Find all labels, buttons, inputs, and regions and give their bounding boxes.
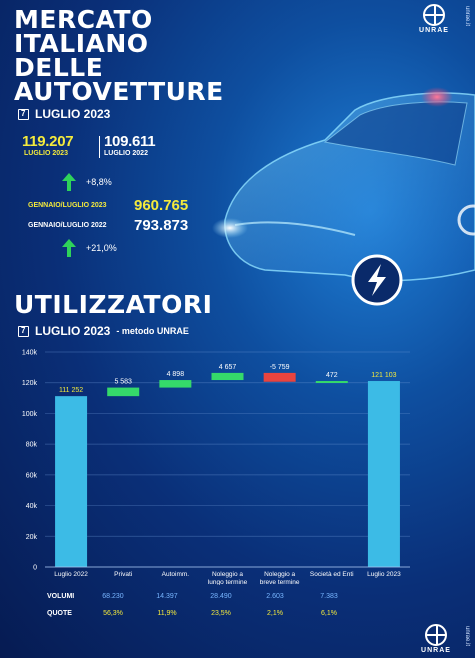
y-tick-label: 0 <box>33 565 37 572</box>
section-month-row: LUGLIO 2023 - metodo UNRAE <box>18 324 189 338</box>
section-method-label: - metodo UNRAE <box>116 326 189 336</box>
users-waterfall-chart: 0 20k 40k 60k 80k 100k 120k 140k 111 252 Luglio 2… <box>22 350 410 585</box>
waterfall-bar <box>367 381 400 567</box>
bar-data-label: 121 103 <box>371 372 396 379</box>
bar-data-label: 111 252 <box>59 387 83 394</box>
globe-icon <box>423 4 445 26</box>
monthly-growth-value: +8,8% <box>86 177 112 187</box>
shares-row: QUOTE 56,3% 11,9% 23,5% 2,1% 6,1% <box>0 610 475 622</box>
waterfall-bar <box>107 387 140 397</box>
current-month-label: LUGLIO 2023 <box>24 150 68 157</box>
arrow-up-icon <box>62 239 76 257</box>
unrae-logo-top: UNRAE <box>414 4 454 34</box>
x-tick-label: Noleggio a <box>212 571 243 578</box>
x-tick-label: Privati <box>114 571 132 578</box>
share-cell: 11,9% <box>157 610 177 617</box>
ytd-previous-value: 793.873 <box>134 217 189 234</box>
bar-data-label: -5 759 <box>270 364 290 371</box>
waterfall-bar <box>211 372 244 381</box>
y-tick-label: 120k <box>22 380 38 387</box>
waterfall-bar <box>315 381 348 384</box>
section-title: UTILIZZATORI <box>14 290 213 319</box>
x-tick-label: lungo termine <box>208 579 248 585</box>
ytd-growth: +21,0% <box>62 239 117 257</box>
unrae-logo-bottom: UNRAE <box>416 624 456 654</box>
page-title: MERCATO ITALIANO DELLE AUTOVETTURE <box>14 5 224 106</box>
x-tick-label: Società ed Enti <box>310 571 354 578</box>
calendar-icon <box>18 325 29 337</box>
ytd-previous-label: GENNAIO/LUGLIO 2022 <box>28 222 107 229</box>
volume-cell: 28.490 <box>210 593 232 600</box>
shares-row-label: QUOTE <box>47 610 72 617</box>
y-tick-label: 20k <box>26 534 38 541</box>
x-tick-label: Autoimm. <box>162 571 190 578</box>
share-cell: 56,3% <box>103 610 123 617</box>
electric-car-illustration <box>212 87 475 306</box>
x-tick-label: Luglio 2023 <box>367 571 401 578</box>
bar-data-label: 4 657 <box>219 364 237 371</box>
volume-cell: 2.603 <box>266 593 284 600</box>
section-month-label: LUGLIO 2023 <box>35 324 111 338</box>
site-url-top: unrae.it <box>464 6 470 27</box>
bar-data-label: 472 <box>326 372 338 379</box>
volumes-row-label: VOLUMI <box>47 593 75 600</box>
volumes-row: VOLUMI 68.230 14.397 28.490 2.603 7.383 <box>0 593 475 605</box>
volume-cell: 14.397 <box>156 593 178 600</box>
y-tick-label: 140k <box>22 350 38 357</box>
share-cell: 6,1% <box>321 610 337 617</box>
monthly-growth: +8,8% <box>62 173 112 191</box>
bar-data-label: 5 583 <box>114 379 132 386</box>
bar-data-label: 4 898 <box>167 371 185 378</box>
kpi-divider <box>99 136 100 158</box>
x-tick-label: Luglio 2022 <box>54 571 88 578</box>
logo-text: UNRAE <box>421 647 451 654</box>
current-month-value: 119.207 <box>22 133 74 150</box>
volume-cell: 68.230 <box>102 593 124 600</box>
arrow-up-icon <box>62 173 76 191</box>
previous-month-value: 109.611 <box>104 133 156 150</box>
title-line: AUTOVETTURE <box>14 77 224 106</box>
share-cell: 23,5% <box>211 610 231 617</box>
x-tick-label: Noleggio a <box>264 571 295 578</box>
waterfall-bar <box>263 372 296 382</box>
y-tick-label: 80k <box>26 442 38 449</box>
share-cell: 2,1% <box>267 610 283 617</box>
logo-text: UNRAE <box>419 27 449 34</box>
month-label: LUGLIO 2023 <box>35 107 111 121</box>
globe-icon <box>425 624 447 646</box>
y-tick-label: 100k <box>22 411 38 418</box>
previous-month-label: LUGLIO 2022 <box>104 150 148 157</box>
x-tick-label: breve termine <box>260 579 300 585</box>
ytd-current-label: GENNAIO/LUGLIO 2023 <box>28 202 107 209</box>
title-line: ITALIANO <box>14 29 149 58</box>
ytd-current-value: 960.765 <box>134 197 189 214</box>
title-line: MERCATO <box>14 5 153 34</box>
site-url-bottom: unrae.it <box>464 626 470 647</box>
ytd-growth-value: +21,0% <box>86 243 117 253</box>
waterfall-bar <box>159 380 192 388</box>
calendar-icon <box>18 108 29 120</box>
title-line: DELLE <box>14 53 104 82</box>
waterfall-bar <box>55 396 88 567</box>
volume-cell: 7.383 <box>320 593 338 600</box>
month-row: LUGLIO 2023 <box>18 107 110 121</box>
y-tick-label: 40k <box>26 503 38 510</box>
y-tick-label: 60k <box>26 472 38 479</box>
